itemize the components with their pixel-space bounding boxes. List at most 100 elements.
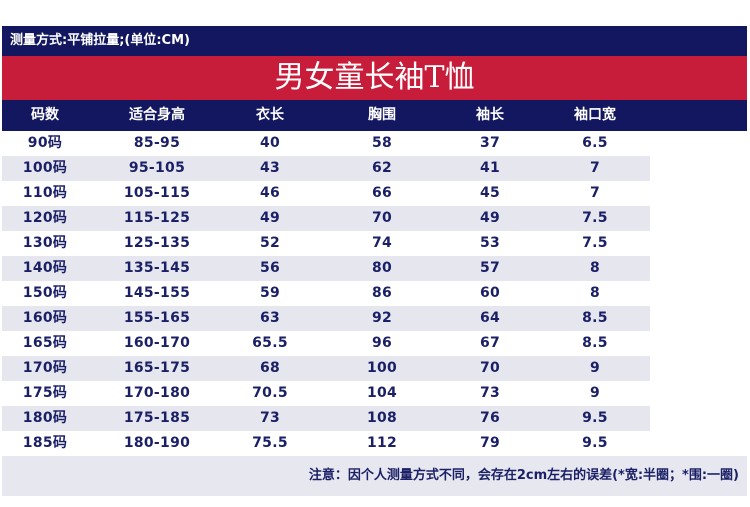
row-background [2, 306, 650, 331]
cell-height: 180-190 [123, 435, 191, 451]
cell-cuff: 9.5 [582, 410, 608, 426]
cell-cuff: 8 [589, 285, 601, 301]
cell-cuff: 7 [589, 160, 601, 176]
cell-chest: 104 [366, 385, 398, 401]
table-row: 90码 85-95 40 58 37 6.5 [2, 131, 747, 156]
table-row: 170码 165-175 68 100 70 9 [2, 356, 747, 381]
cell-sleeve: 53 [479, 235, 501, 251]
cell-height: 135-145 [123, 260, 191, 276]
cell-chest: 62 [371, 160, 393, 176]
cell-height: 160-170 [123, 335, 191, 351]
cell-length: 70.5 [252, 385, 288, 401]
cell-cuff: 7.5 [582, 235, 608, 251]
row-background [2, 431, 650, 456]
cell-chest: 66 [371, 185, 393, 201]
cell-length: 63 [259, 310, 281, 326]
cell-chest: 58 [371, 135, 393, 151]
page-title: 男女童长袖T恤 [274, 60, 475, 95]
cell-cuff: 7.5 [582, 210, 608, 226]
cell-size: 150码 [22, 285, 68, 301]
row-background [2, 156, 650, 181]
table-header: 码数 适合身高 衣长 胸围 袖长 袖口宽 [2, 100, 747, 131]
measure-note: 测量方式:平铺拉量;(单位:CM) [10, 33, 190, 48]
table-row: 120码 115-125 49 70 49 7.5 [2, 206, 747, 231]
row-background [2, 381, 650, 406]
cell-size: 130码 [22, 235, 68, 251]
cell-size: 90码 [27, 135, 63, 151]
cell-size: 140码 [22, 260, 68, 276]
cell-chest: 108 [366, 410, 398, 426]
cell-sleeve: 37 [479, 135, 501, 151]
cell-size: 160码 [22, 310, 68, 326]
cell-cuff: 8.5 [582, 335, 608, 351]
cell-length: 68 [259, 360, 281, 376]
cell-sleeve: 73 [479, 385, 501, 401]
cell-height: 115-125 [123, 210, 191, 226]
cell-height: 105-115 [123, 185, 191, 201]
table-row: 110码 105-115 46 66 45 7 [2, 181, 747, 206]
cell-chest: 74 [371, 235, 393, 251]
table-row: 100码 95-105 43 62 41 7 [2, 156, 747, 181]
cell-cuff: 9 [589, 360, 601, 376]
cell-sleeve: 70 [479, 360, 501, 376]
col-header-sleeve: 袖长 [476, 107, 504, 123]
cell-size: 180码 [22, 410, 68, 426]
row-background [2, 406, 650, 431]
col-header-chest: 胸围 [368, 107, 396, 123]
cell-chest: 70 [371, 210, 393, 226]
cell-sleeve: 67 [479, 335, 501, 351]
cell-sleeve: 79 [479, 435, 501, 451]
row-background [2, 206, 650, 231]
row-background [2, 281, 650, 306]
table-row: 175码 170-180 70.5 104 73 9 [2, 381, 747, 406]
cell-cuff: 9.5 [582, 435, 608, 451]
cell-height: 125-135 [123, 235, 191, 251]
cell-chest: 96 [371, 335, 393, 351]
cell-length: 56 [259, 260, 281, 276]
cell-length: 73 [259, 410, 281, 426]
table-row: 165码 160-170 65.5 96 67 8.5 [2, 331, 747, 356]
cell-chest: 112 [366, 435, 398, 451]
cell-cuff: 8.5 [582, 310, 608, 326]
row-background [2, 131, 650, 156]
cell-cuff: 8 [589, 260, 601, 276]
table-row: 180码 175-185 73 108 76 9.5 [2, 406, 747, 431]
row-background [2, 231, 650, 256]
measure-band: 测量方式:平铺拉量;(单位:CM) [2, 26, 747, 56]
cell-sleeve: 57 [479, 260, 501, 276]
cell-sleeve: 45 [479, 185, 501, 201]
col-header-size: 码数 [31, 107, 59, 123]
footer-note: 注意：因个人测量方式不同，会存在2cm左右的误差(*宽:半圈；*围:一圈) [308, 468, 739, 483]
cell-height: 175-185 [123, 410, 191, 426]
cell-length: 65.5 [252, 335, 288, 351]
cell-sleeve: 76 [479, 410, 501, 426]
cell-length: 46 [259, 185, 281, 201]
cell-length: 43 [259, 160, 281, 176]
row-background [2, 256, 650, 281]
cell-size: 100码 [22, 160, 68, 176]
cell-cuff: 6.5 [582, 135, 608, 151]
col-header-length: 衣长 [256, 107, 284, 123]
cell-height: 85-95 [133, 135, 181, 151]
table-row: 185码 180-190 75.5 112 79 9.5 [2, 431, 747, 456]
cell-size: 120码 [22, 210, 68, 226]
title-band: 男女童长袖T恤 [2, 56, 747, 100]
footer-band: 注意：因个人测量方式不同，会存在2cm左右的误差(*宽:半圈；*围:一圈) [2, 456, 747, 496]
cell-length: 49 [259, 210, 281, 226]
cell-chest: 100 [366, 360, 398, 376]
cell-length: 75.5 [252, 435, 288, 451]
row-background [2, 181, 650, 206]
cell-chest: 92 [371, 310, 393, 326]
row-background [2, 331, 650, 356]
col-header-cuff: 袖口宽 [574, 107, 616, 123]
row-background [2, 356, 650, 381]
cell-height: 170-180 [123, 385, 191, 401]
col-header-height: 适合身高 [129, 107, 185, 123]
cell-cuff: 9 [589, 385, 601, 401]
cell-cuff: 7 [589, 185, 601, 201]
cell-sleeve: 60 [479, 285, 501, 301]
table-row: 160码 155-165 63 92 64 8.5 [2, 306, 747, 331]
cell-size: 185码 [22, 435, 68, 451]
cell-size: 165码 [22, 335, 68, 351]
cell-length: 40 [259, 135, 281, 151]
